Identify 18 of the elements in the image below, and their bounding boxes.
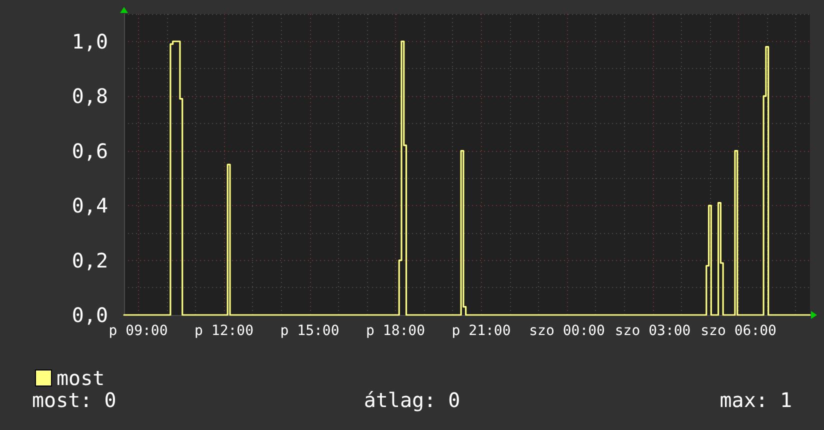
x-tick-label: p 12:00 — [194, 323, 254, 339]
x-tick-label: p 09:00 — [108, 323, 168, 339]
text: max: 1 — [720, 388, 792, 412]
x-tick-label: szo 06:00 — [700, 323, 776, 339]
text: átlag: 0 — [364, 388, 460, 412]
x-tick-label: p 18:00 — [366, 323, 426, 339]
text: most: 0 — [32, 388, 116, 412]
y-tick-label: 0,8 — [72, 84, 108, 108]
y-tick-label: 0,2 — [72, 248, 108, 272]
x-tick-label: szo 00:00 — [529, 323, 605, 339]
y-tick-label: 0,6 — [72, 138, 108, 163]
y-tick-label: 1,0 — [72, 29, 108, 54]
legend-label: most — [56, 366, 105, 390]
x-tick-label: szo 03:00 — [614, 323, 691, 339]
y-tick-label: 0,0 — [72, 303, 108, 327]
y-tick-label: 0,4 — [72, 194, 108, 218]
x-tick-label: p 21:00 — [452, 323, 511, 339]
x-tick-label: p 15:00 — [280, 323, 340, 339]
